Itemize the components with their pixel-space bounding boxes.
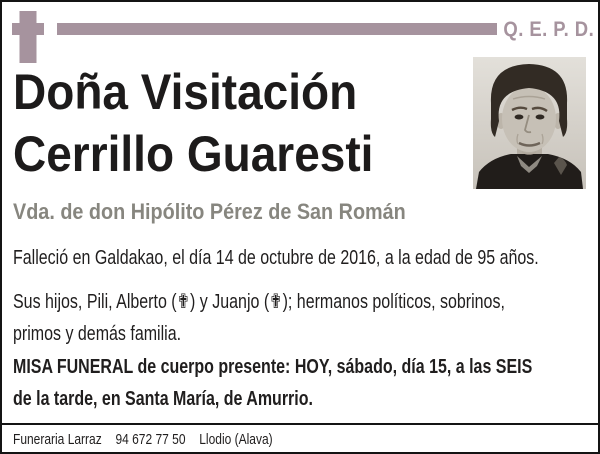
death-notice-paragraph: Falleció en Galdakao, el día 14 de octub… — [13, 242, 598, 274]
footer-divider — [2, 423, 598, 425]
header-rule — [57, 23, 497, 35]
funeral-line-2: de la tarde, en Santa María, de Amurrio. — [13, 388, 313, 410]
memorial-cross-icon — [12, 11, 44, 63]
footer-text: Funeraria Larraz 94 672 77 50 Llodio (Al… — [13, 429, 283, 451]
family-line-1: Sus hijos, Pili, Alberto (✟) y Juanjo (✟… — [13, 291, 505, 313]
funeral-home-phone: 94 672 77 50 — [115, 431, 186, 448]
funeral-line-1: MISA FUNERAL de cuerpo presente: HOY, sá… — [13, 356, 533, 378]
deceased-name-line1: Doña Visitación — [13, 64, 358, 120]
funeral-mass-paragraph: MISA FUNERAL de cuerpo presente: HOY, sá… — [13, 351, 598, 415]
funeral-home-location: Llodio (Alava) — [199, 431, 273, 448]
deceased-name-line2: Cerrillo Guaresti — [13, 126, 374, 182]
portrait-photo — [473, 57, 586, 189]
footer: Funeraria Larraz 94 672 77 50 Llodio (Al… — [13, 429, 364, 451]
relation-subtitle: Vda. de don Hipólito Pérez de San Román — [13, 199, 406, 224]
family-line-2: primos y demás familia. — [13, 323, 182, 345]
family-paragraph: Sus hijos, Pili, Alberto (✟) y Juanjo (✟… — [13, 286, 598, 350]
qepd-label: Q. E. P. D. — [491, 17, 594, 43]
funeral-home-name: Funeraria Larraz — [13, 431, 102, 448]
death-notice-line: Falleció en Galdakao, el día 14 de octub… — [13, 247, 539, 269]
qepd-text: Q. E. P. D. — [503, 18, 594, 41]
